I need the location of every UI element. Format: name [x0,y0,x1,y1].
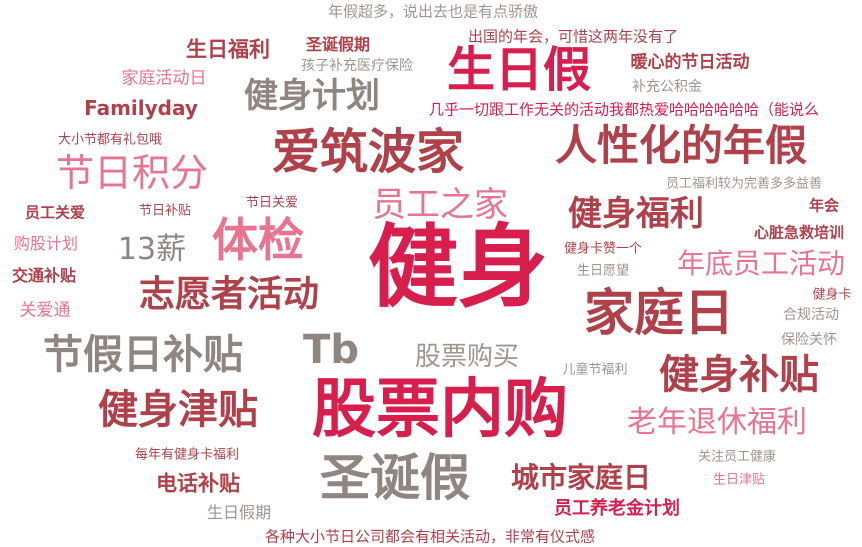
word: 儿童节福利 [562,362,628,378]
word: 健身 [368,215,548,320]
word: 健身福利 [568,194,704,234]
word: 交通补贴 [11,266,77,285]
word: 员工养老金计划 [554,498,680,519]
word: 健身卡 [812,287,852,303]
word: 健身卡赞一个 [563,241,643,257]
word: 生日假 [446,42,592,98]
word: 生日假期 [206,503,272,522]
word: 补充公积金 [632,79,702,95]
word: 生日津贴 [712,472,766,488]
word: 圣诞假 [320,449,470,507]
word: 家庭活动日 [121,68,207,89]
word: 健身补贴 [659,352,819,398]
word: 体检 [212,213,304,267]
word: 股票购买 [414,342,520,372]
word: 圣诞假期 [305,35,371,54]
word: 大小节都有礼包哦 [57,132,163,148]
word: 保险关怀 [781,332,837,348]
word: 孩子补充医疗保险 [301,58,413,74]
word: 年底员工活动 [676,247,846,280]
word: 关爱通 [19,300,71,321]
word: 年会 [808,196,840,215]
word: 家庭日 [584,284,734,342]
word: 心脏急救培训 [753,223,845,242]
word: 购股计划 [13,234,79,253]
word: 各种大小节日公司都会有相关活动，非常有仪式感 [264,527,596,546]
word: Tb [303,327,359,373]
word: 电话补贴 [156,471,240,496]
word: 节假日补贴 [43,332,243,378]
word: 每年有健身卡福利 [134,447,240,463]
word: 人性化的年假 [554,121,808,170]
word: 13薪 [117,232,187,267]
word: 节日积分 [55,151,209,195]
word: 员工福利较为完善多多益善 [665,176,823,192]
word: 股票内购 [312,373,568,447]
word: 生日愿望 [576,263,630,279]
word: 几乎一切跟工作无关的活动我都热爱哈哈哈哈哈哈（能说么 [428,100,820,119]
word: 合规活动 [783,307,839,323]
word: 健身计划 [244,76,380,116]
word: 城市家庭日 [510,461,652,494]
word: 员工关爱 [24,203,86,222]
word: 志愿者活动 [138,274,320,315]
word: 暖心的节日活动 [630,52,750,73]
word: 出国的年会，可惜这两年没有了 [467,27,679,46]
word: 生日福利 [186,37,270,62]
word: 员工之家 [372,185,508,225]
word: Familyday [84,96,198,120]
word: 关注员工健康 [697,449,777,465]
word: 健身津贴 [98,387,258,433]
word: 老年退休福利 [627,405,807,440]
word: 节日补贴 [138,203,192,219]
word: 节日关爱 [245,195,299,211]
word: 爱筑波家 [271,124,465,180]
word: 年假超多，说出去也是有点骄傲 [327,2,539,21]
